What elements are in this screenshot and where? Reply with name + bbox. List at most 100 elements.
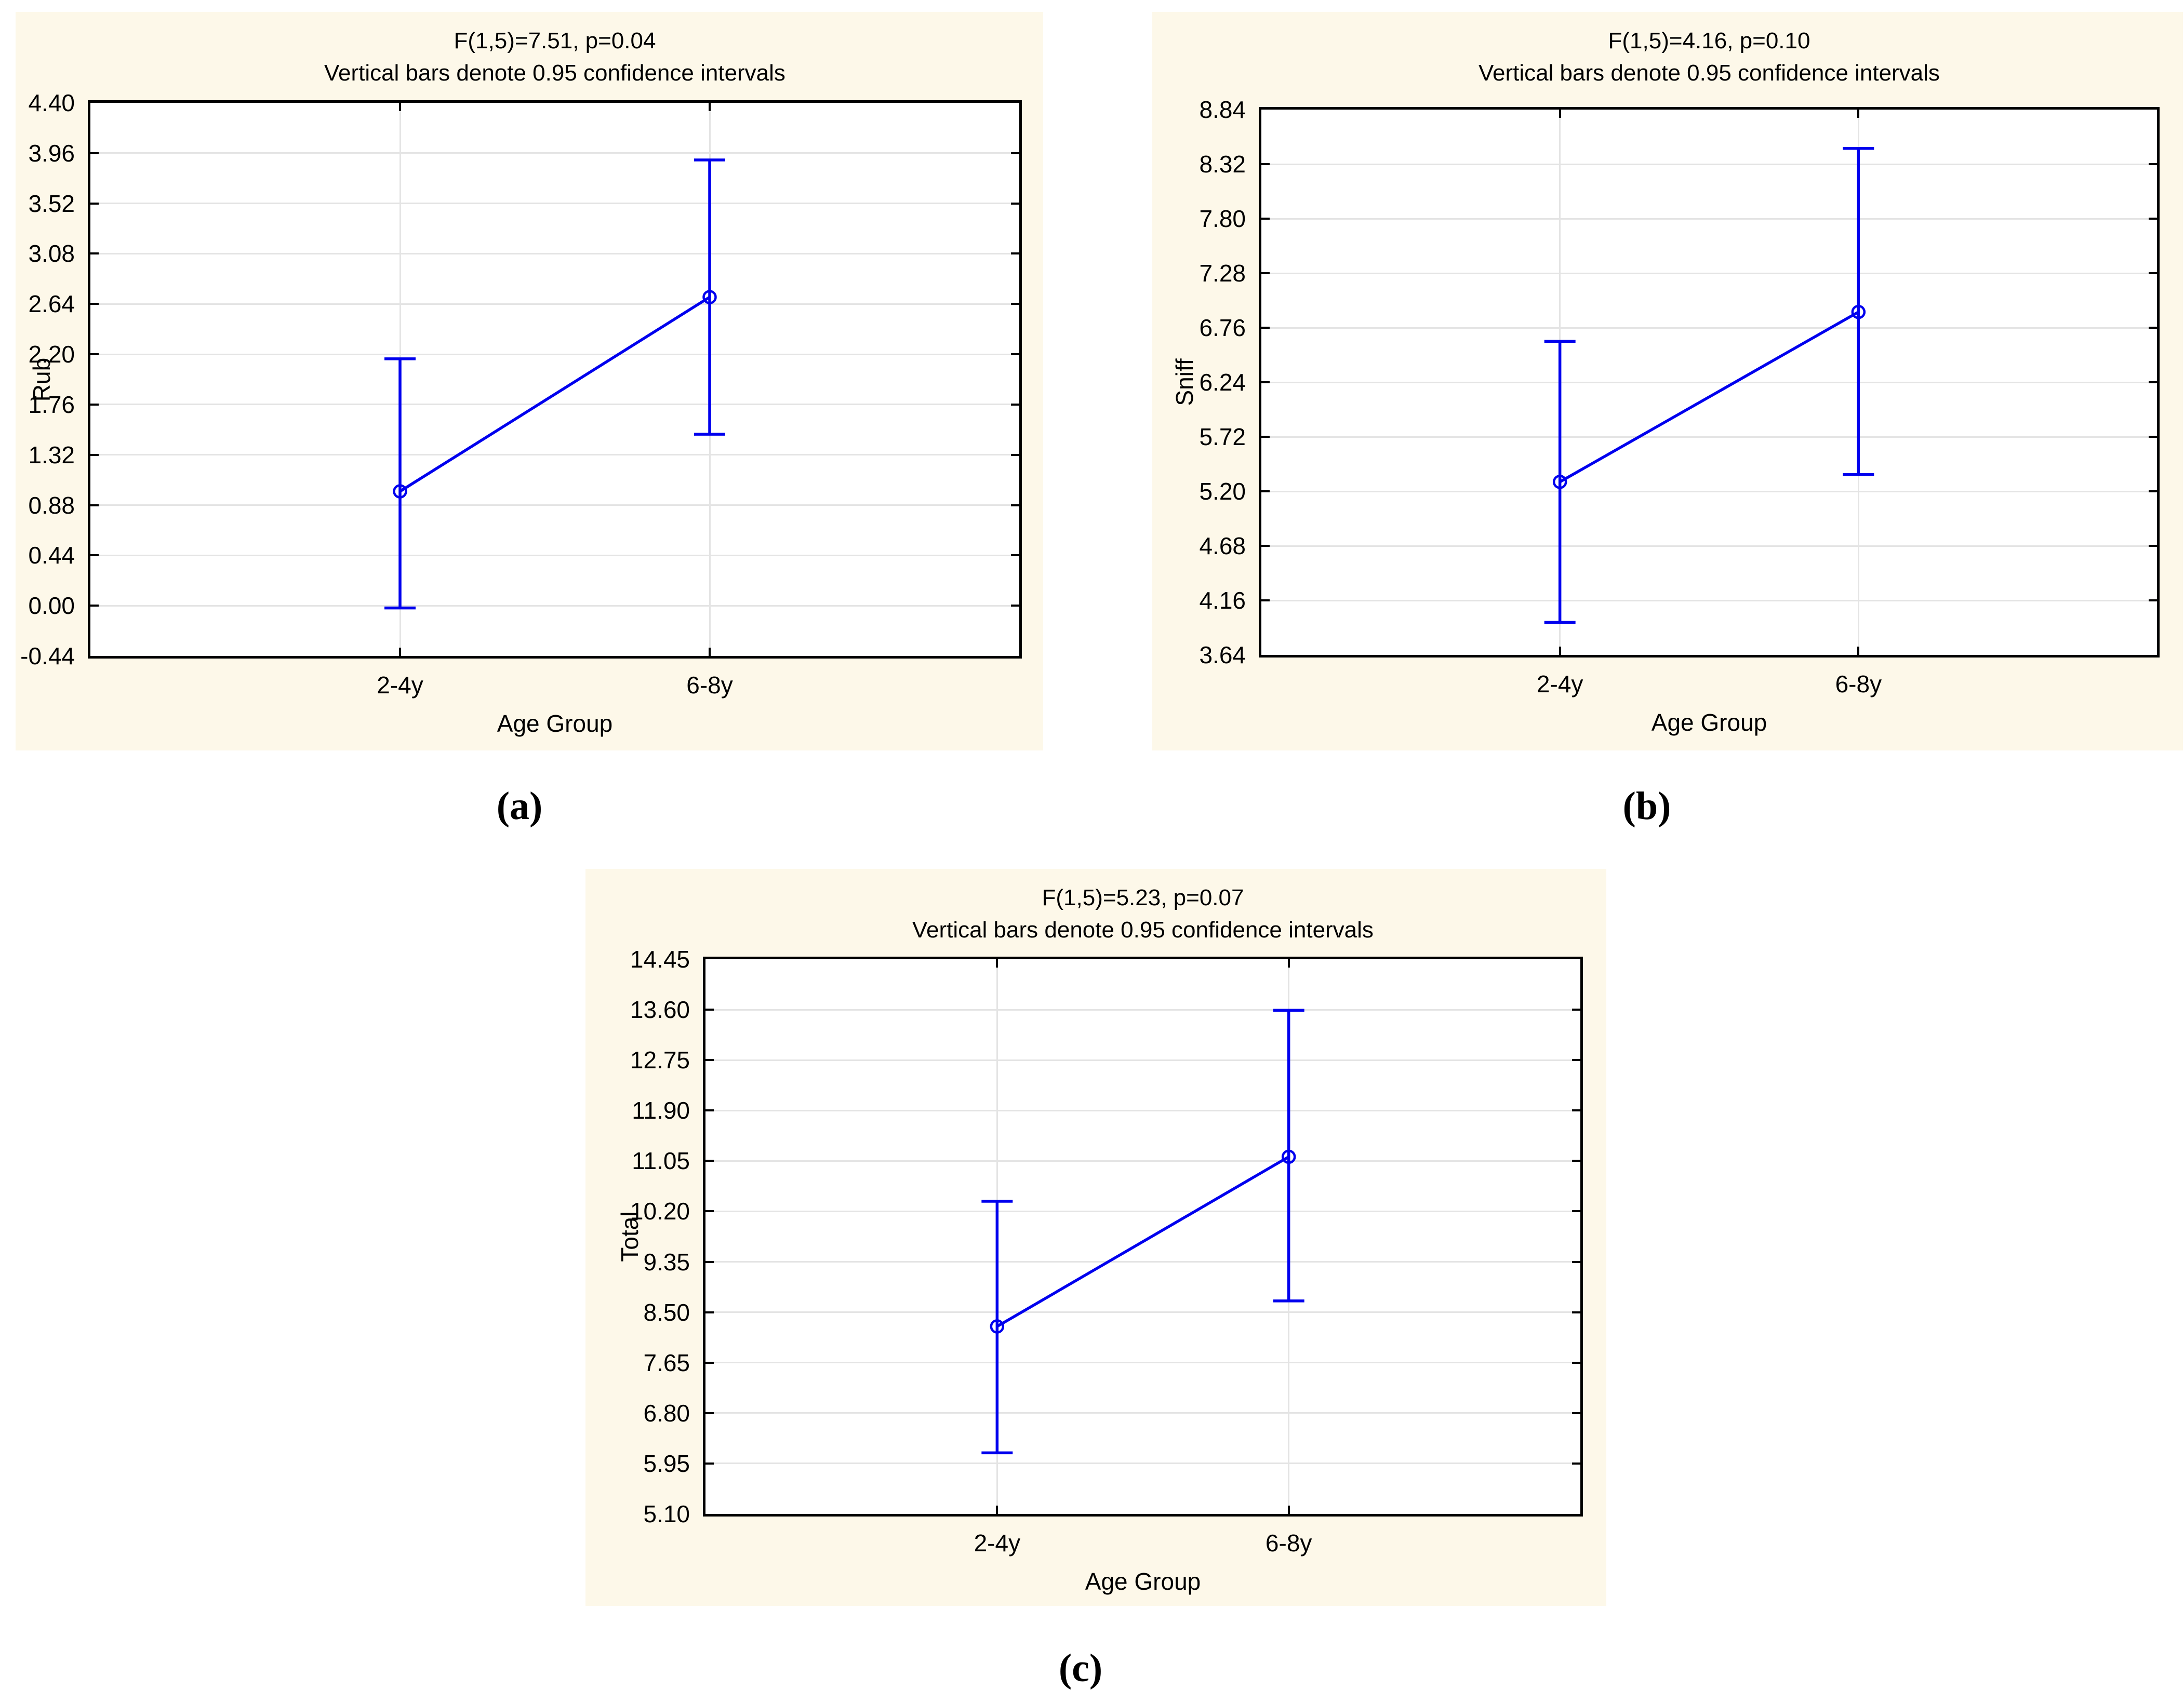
y-tick-label: 1.32: [28, 441, 75, 468]
y-tick-label: -0.44: [20, 642, 75, 669]
y-axis-tick: [1011, 353, 1019, 356]
x-axis-tick: [1857, 110, 1860, 118]
y-axis-tick: [1572, 1412, 1580, 1414]
y-axis-tick: [705, 1059, 714, 1062]
y-axis-tick: [2149, 436, 2157, 438]
y-axis-tick: [1011, 504, 1019, 506]
horizontal-gridline: [90, 454, 1019, 456]
y-tick-label: 3.08: [28, 240, 75, 267]
horizontal-gridline: [705, 1009, 1580, 1011]
horizontal-gridline: [705, 1210, 1580, 1212]
panel-a: F(1,5)=7.51, p=0.04 Vertical bars denote…: [16, 12, 1043, 750]
y-tick-label: 0.88: [28, 491, 75, 519]
y-tick-label: 4.68: [1199, 532, 1246, 559]
y-tick-label: 12.75: [630, 1046, 690, 1074]
horizontal-gridline: [1261, 436, 2157, 438]
y-axis-tick: [1572, 1361, 1580, 1364]
chart-subtitle: Vertical bars denote 0.95 confidence int…: [912, 917, 1374, 943]
x-axis-tick: [1287, 1506, 1290, 1514]
y-tick-label: 0.00: [28, 592, 75, 620]
mean-marker: [702, 290, 717, 304]
y-axis-tick: [2149, 490, 2157, 492]
horizontal-gridline: [90, 203, 1019, 205]
y-tick-label: 8.84: [1199, 96, 1246, 123]
y-tick-label: 1.76: [28, 391, 75, 418]
y-axis-tick: [90, 504, 99, 506]
series-plot: [1544, 146, 1874, 624]
plot-area: [88, 100, 1022, 659]
y-axis-tick: [1261, 327, 1270, 329]
y-axis-tick: [1572, 1059, 1580, 1062]
y-axis-tick: [90, 353, 99, 356]
y-axis-tick: [2149, 327, 2157, 329]
y-axis-tick: [90, 202, 99, 205]
y-axis-tick: [90, 303, 99, 305]
y-axis-tick: [90, 152, 99, 154]
horizontal-gridline: [1261, 163, 2157, 165]
chart-title: F(1,5)=7.51, p=0.04: [454, 28, 656, 53]
y-axis-tick: [2149, 163, 2157, 165]
mean-marker: [1281, 1149, 1296, 1164]
y-tick-label: 4.16: [1199, 587, 1246, 614]
y-axis-tick: [1572, 1260, 1580, 1263]
mean-marker: [990, 1319, 1005, 1334]
y-axis-tick: [705, 1412, 714, 1414]
x-axis-tick: [1287, 959, 1290, 968]
panel-b: F(1,5)=4.16, p=0.10 Vertical bars denote…: [1152, 12, 2183, 750]
horizontal-gridline: [1261, 218, 2157, 220]
x-tick-label: 6-8y: [1265, 1529, 1312, 1557]
y-axis-tick: [1261, 272, 1270, 274]
y-axis-tick: [1572, 1109, 1580, 1112]
y-tick-label: 2.64: [28, 290, 75, 318]
y-axis-tick: [705, 1160, 714, 1162]
plot-area: [703, 957, 1583, 1517]
panel-letter-a: (a): [496, 784, 543, 828]
horizontal-gridline: [1261, 545, 2157, 547]
y-tick-label: 0.44: [28, 542, 75, 569]
y-axis-tick: [705, 1009, 714, 1011]
horizontal-gridline: [1261, 490, 2157, 492]
y-axis-tick: [1011, 605, 1019, 607]
horizontal-gridline: [705, 1412, 1580, 1414]
y-tick-label: 6.80: [643, 1399, 690, 1427]
y-axis-tick: [2149, 272, 2157, 274]
y-tick-label: 11.05: [632, 1147, 690, 1175]
x-axis-title: Age Group: [497, 710, 613, 737]
y-tick-label: 8.50: [643, 1298, 690, 1326]
horizontal-gridline: [1261, 599, 2157, 601]
horizontal-gridline: [90, 252, 1019, 254]
x-tick-label: 2-4y: [1536, 670, 1583, 697]
horizontal-gridline: [705, 1109, 1580, 1111]
y-axis-tick: [2149, 545, 2157, 547]
x-axis-tick: [399, 648, 401, 656]
mean-connecting-line: [399, 296, 711, 493]
chart-title: F(1,5)=5.23, p=0.07: [1042, 885, 1244, 910]
y-axis-tick: [90, 554, 99, 557]
horizontal-gridline: [90, 605, 1019, 607]
y-axis-tick: [1261, 545, 1270, 547]
y-tick-label: 11.90: [632, 1097, 690, 1124]
mean-marker: [1851, 304, 1866, 319]
y-axis-tick: [1572, 1462, 1580, 1465]
horizontal-gridline: [705, 1261, 1580, 1263]
y-axis-tick: [1011, 252, 1019, 255]
y-tick-label: 3.52: [28, 190, 75, 217]
y-axis-tick: [1261, 436, 1270, 438]
horizontal-gridline: [705, 1160, 1580, 1162]
y-tick-label: 7.65: [643, 1349, 690, 1376]
horizontal-gridline: [90, 554, 1019, 556]
y-tick-label: 6.24: [1199, 369, 1246, 396]
y-tick-label: 3.64: [1199, 641, 1246, 668]
y-tick-label: 5.10: [643, 1500, 690, 1527]
y-axis-tick: [1261, 218, 1270, 220]
y-axis-tick: [2149, 599, 2157, 601]
horizontal-gridline: [1261, 327, 2157, 329]
x-axis-tick: [996, 1506, 998, 1514]
chart-title: F(1,5)=4.16, p=0.10: [1608, 28, 1810, 53]
mean-marker: [393, 484, 407, 499]
y-axis-tick: [1261, 490, 1270, 492]
series-plot: [981, 1009, 1304, 1455]
y-axis-tick: [1011, 453, 1019, 456]
y-axis-tick: [705, 1311, 714, 1313]
